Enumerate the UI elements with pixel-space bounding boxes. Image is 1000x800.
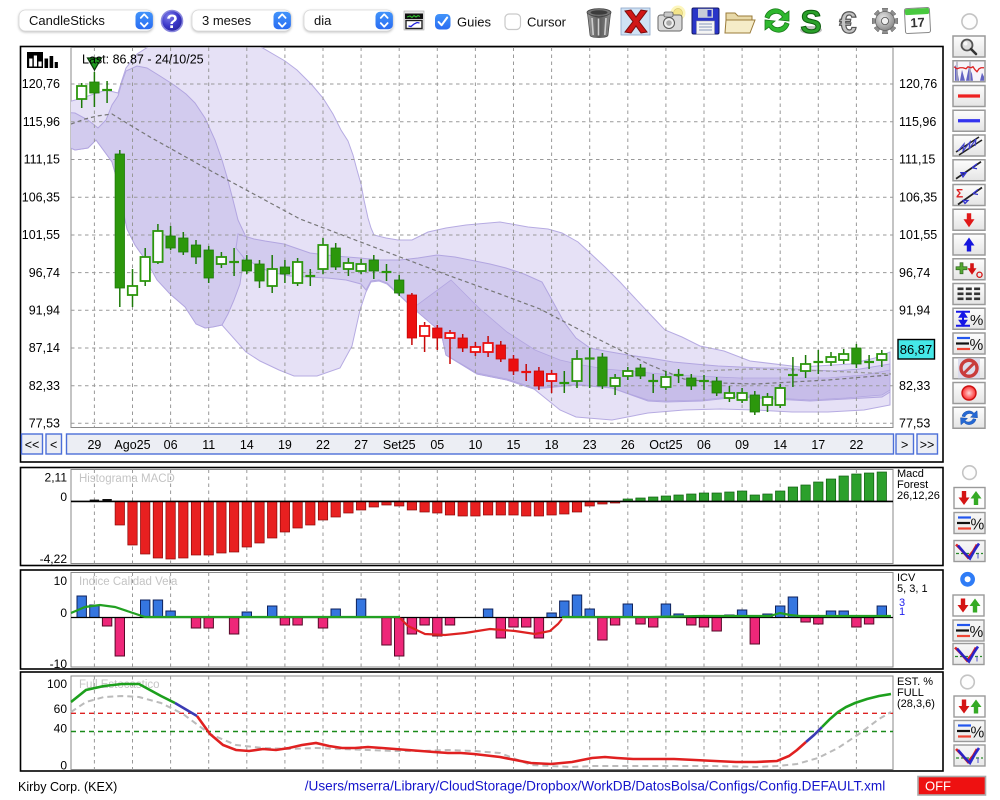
svg-text:14: 14 (240, 438, 254, 452)
svg-text:17: 17 (910, 15, 925, 31)
svg-text:CandleSticks: CandleSticks (29, 13, 105, 28)
svg-text:111,15: 111,15 (24, 153, 60, 167)
svg-text:€: € (839, 5, 856, 40)
svg-text:115,96: 115,96 (23, 115, 60, 129)
svg-text:115,96: 115,96 (899, 115, 936, 129)
svg-text:EST. %: EST. % (897, 676, 933, 688)
svg-text:<: < (50, 438, 57, 452)
svg-text:/Users/mserra/Library/CloudSto: /Users/mserra/Library/CloudStorage/Dropb… (305, 779, 885, 794)
svg-text:0: 0 (60, 490, 67, 504)
svg-text:101,55: 101,55 (899, 228, 937, 242)
svg-text:29: 29 (87, 438, 101, 452)
svg-text:06: 06 (164, 438, 178, 452)
svg-text:0: 0 (60, 606, 67, 620)
svg-text:-10: -10 (50, 657, 68, 671)
svg-text:Kirby Corp. (KEX): Kirby Corp. (KEX) (18, 780, 117, 794)
svg-text:>>: >> (920, 438, 935, 452)
svg-text:3 meses: 3 meses (202, 13, 252, 28)
svg-text:19: 19 (278, 438, 292, 452)
svg-text:<<: << (25, 438, 40, 452)
svg-text:%: % (971, 517, 985, 534)
svg-text:3: 3 (899, 597, 905, 609)
svg-text:09: 09 (735, 438, 749, 452)
svg-text:0: 0 (60, 759, 67, 773)
svg-text:96,74: 96,74 (899, 266, 930, 280)
svg-text:2,11: 2,11 (45, 471, 68, 485)
svg-text:15: 15 (507, 438, 521, 452)
svg-text:(28,3,6): (28,3,6) (897, 698, 935, 710)
svg-text:%: % (971, 725, 985, 742)
svg-text:5, 3, 1: 5, 3, 1 (897, 583, 928, 595)
svg-text:100: 100 (47, 677, 67, 691)
svg-text:?: ? (166, 12, 178, 33)
svg-text:22: 22 (849, 438, 863, 452)
svg-text:91,94: 91,94 (899, 304, 930, 318)
svg-text:91,94: 91,94 (29, 304, 60, 318)
svg-text:%: % (970, 312, 983, 329)
svg-text:Oct25: Oct25 (649, 438, 682, 452)
svg-text:Histograma MACD: Histograma MACD (79, 473, 175, 485)
svg-text:82,33: 82,33 (29, 379, 60, 393)
svg-text:Guies: Guies (457, 15, 491, 30)
svg-text:14: 14 (773, 438, 787, 452)
svg-text:60: 60 (54, 702, 68, 716)
svg-text:23: 23 (583, 438, 597, 452)
svg-text:77,53: 77,53 (899, 417, 930, 431)
svg-text:S: S (800, 4, 821, 40)
svg-text:Σ: Σ (956, 187, 963, 201)
svg-text:18: 18 (545, 438, 559, 452)
svg-text:Macd: Macd (897, 468, 924, 480)
svg-text:FULL: FULL (897, 687, 924, 699)
svg-text:1: 1 (899, 606, 905, 618)
svg-text:40: 40 (54, 722, 68, 736)
svg-text:dia: dia (314, 13, 332, 28)
svg-text:87,14: 87,14 (29, 341, 60, 355)
svg-text:101,55: 101,55 (22, 228, 60, 242)
svg-text:17: 17 (811, 438, 825, 452)
svg-text:%: % (970, 624, 984, 641)
svg-text:96,74: 96,74 (29, 266, 60, 280)
svg-text:>: > (901, 438, 908, 452)
svg-text:06: 06 (697, 438, 711, 452)
svg-text:Ago25: Ago25 (114, 438, 150, 452)
svg-text:86,87: 86,87 (900, 342, 933, 357)
svg-text:106,35: 106,35 (22, 190, 60, 204)
svg-text:22: 22 (316, 438, 330, 452)
svg-text:26,12,26: 26,12,26 (897, 490, 940, 502)
svg-text:120,76: 120,76 (22, 77, 60, 91)
svg-text:-4,22: -4,22 (40, 552, 68, 566)
svg-text:106,35: 106,35 (899, 190, 937, 204)
svg-text:111,15: 111,15 (899, 153, 935, 167)
svg-text:%: % (970, 337, 984, 354)
svg-text:82,33: 82,33 (899, 379, 930, 393)
svg-text:26: 26 (621, 438, 635, 452)
svg-text:120,76: 120,76 (899, 77, 937, 91)
svg-text:Cursor: Cursor (527, 15, 567, 30)
svg-text:77,53: 77,53 (29, 417, 60, 431)
svg-text:05: 05 (430, 438, 444, 452)
svg-text:Indice Calidad Vela: Indice Calidad Vela (79, 576, 178, 588)
svg-text:ICV: ICV (897, 572, 916, 584)
svg-text:10: 10 (54, 574, 68, 588)
svg-text:Set25: Set25 (383, 438, 416, 452)
svg-text:11: 11 (202, 438, 215, 452)
svg-text:OFF: OFF (925, 779, 951, 794)
svg-text:Last: 86.87 - 24/10/25: Last: 86.87 - 24/10/25 (82, 53, 204, 67)
svg-text:10: 10 (468, 438, 482, 452)
svg-text:Forest: Forest (897, 479, 928, 491)
svg-text:27: 27 (354, 438, 368, 452)
